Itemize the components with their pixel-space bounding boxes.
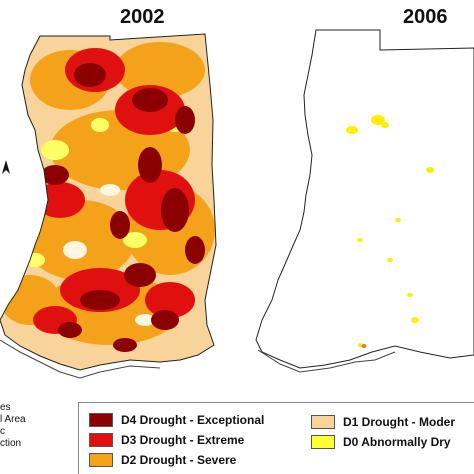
year-label-2006: 2006 [403,6,448,28]
map-2006-border [255,29,474,369]
map-2006-d2-patch [361,344,367,348]
legend-swatch-d3 [89,433,113,447]
legend-item-d0: D0 Abnormally Dry [311,435,451,449]
drought-legend: D4 Drought - Exceptional D3 Drought - Ex… [78,402,474,474]
legend-swatch-d1 [311,415,335,429]
map-2002-border [0,33,217,371]
left-legend-line: l Area [0,414,26,425]
legend-item-d3: D3 Drought - Extreme [89,433,244,447]
map-2006-river [257,349,396,373]
left-legend-partial: es l Area c ction [0,402,70,450]
drought-map-2006 [255,29,474,373]
legend-swatch-d0 [311,435,335,449]
legend-label-d2: D2 Drought - Severe [121,453,237,467]
legend-label-d3: D3 Drought - Extreme [121,433,245,447]
north-arrow-icon [1,160,11,179]
left-legend-line: es [0,402,11,413]
year-label-2002: 2002 [120,6,165,28]
legend-label-d0: D0 Abnormally Dry [343,435,451,449]
map-2002-river [0,339,161,379]
legend-item-d1: D1 Drought - Moder [311,415,455,429]
legend-item-d2: D2 Drought - Severe [89,453,236,467]
legend-item-d4: D4 Drought - Exceptional [89,413,264,427]
left-legend-line: c [0,426,5,437]
map-2006-d0-patches [346,115,434,347]
legend-swatch-d4 [89,413,113,427]
legend-label-d4: D4 Drought - Exceptional [121,413,265,427]
map-2002-white-patches [63,184,155,326]
left-legend-line: ction [0,438,22,449]
drought-map-2002 [0,33,217,379]
legend-swatch-d2 [89,453,113,467]
legend-label-d1: D1 Drought - Moder [343,415,455,429]
map-2002-d4-patches [41,63,205,352]
